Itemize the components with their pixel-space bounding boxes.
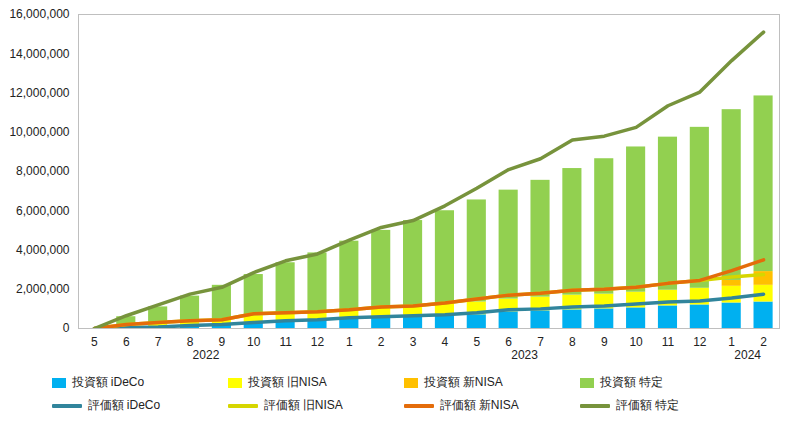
svg-text:12,000,000: 12,000,000 (9, 86, 69, 100)
svg-text:9: 9 (219, 335, 226, 349)
svg-text:1: 1 (346, 335, 353, 349)
svg-text:9: 9 (601, 335, 608, 349)
svg-text:10,000,000: 10,000,000 (9, 125, 69, 139)
svg-text:5: 5 (473, 335, 480, 349)
svg-text:6,000,000: 6,000,000 (16, 204, 70, 218)
svg-text:10: 10 (247, 335, 261, 349)
html-text:投資額 新NISA: 投資額 新NISA (423, 375, 503, 389)
svg-text:11: 11 (662, 335, 675, 349)
svg-text:2: 2 (760, 335, 767, 349)
html-text:投資額 iDeCo: 投資額 iDeCo (71, 375, 145, 389)
svg-text:12: 12 (311, 335, 325, 349)
svg-text:8: 8 (569, 335, 576, 349)
svg-text:1: 1 (728, 335, 735, 349)
svg-text:6: 6 (123, 335, 130, 349)
svg-text:2: 2 (378, 335, 385, 349)
svg-text:3: 3 (410, 335, 417, 349)
svg-text:5: 5 (91, 335, 98, 349)
svg-text:2024: 2024 (734, 348, 761, 362)
svg-text:12: 12 (693, 335, 707, 349)
svg-text:11: 11 (279, 335, 292, 349)
svg-text:14,000,000: 14,000,000 (9, 47, 69, 61)
svg-text:4,000,000: 4,000,000 (16, 243, 70, 257)
svg-text:10: 10 (629, 335, 643, 349)
html-text:評価額 旧NISA: 評価額 旧NISA (263, 398, 343, 412)
svg-text:7: 7 (537, 335, 544, 349)
svg-text:16,000,000: 16,000,000 (9, 7, 69, 21)
html-text:投資額 特定: 投資額 特定 (599, 375, 663, 389)
svg-text:2,000,000: 2,000,000 (16, 282, 70, 296)
html-text:投資額 旧NISA: 投資額 旧NISA (247, 375, 327, 389)
svg-text:0: 0 (63, 321, 70, 335)
html-text:評価額 特定: 評価額 特定 (615, 398, 679, 412)
svg-text:2022: 2022 (193, 348, 220, 362)
svg-text:4: 4 (442, 335, 449, 349)
svg-text:7: 7 (155, 335, 162, 349)
svg-text:8,000,000: 8,000,000 (16, 164, 70, 178)
html-text:評価額 新NISA: 評価額 新NISA (439, 398, 519, 412)
svg-text:2023: 2023 (511, 348, 538, 362)
html-text:評価額 iDeCo: 評価額 iDeCo (87, 398, 161, 412)
svg-text:6: 6 (505, 335, 512, 349)
svg-text:8: 8 (186, 335, 194, 349)
